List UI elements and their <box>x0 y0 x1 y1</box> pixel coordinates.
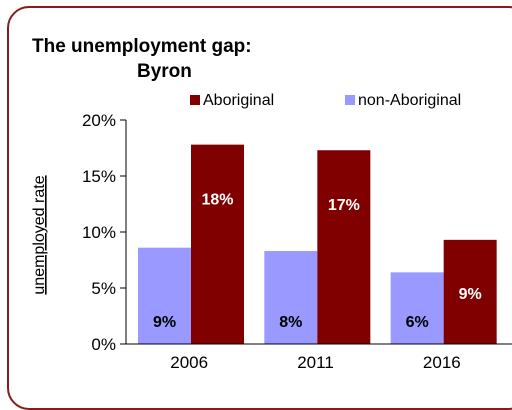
y-tick-label: 10% <box>82 223 116 242</box>
x-tick-label: 2006 <box>170 353 208 369</box>
data-label: 8% <box>279 314 302 331</box>
chart-subtitle: Byron <box>137 61 192 82</box>
legend-swatch <box>190 95 200 105</box>
x-axis: 2006 2011 2016 <box>126 343 512 369</box>
bar <box>138 247 191 344</box>
legend-label: non-Aboriginal <box>358 92 461 109</box>
data-label: 6% <box>406 314 429 331</box>
x-tick-label: 2016 <box>423 353 461 369</box>
bar-chart: Aboriginal non-Aboriginal 0% 5% 10% 15% 20% 9… <box>31 92 512 369</box>
chart-title: The unemployment gap: <box>32 36 252 57</box>
bars: 9% 18% 8% 17% 6% 9% <box>138 144 497 344</box>
bar <box>443 239 497 344</box>
bar <box>317 150 371 344</box>
legend-label: Aboriginal <box>203 92 274 109</box>
y-axis-label: unemployed rate <box>31 175 48 294</box>
data-label: 9% <box>459 286 482 303</box>
bar <box>191 144 244 344</box>
bar <box>390 272 444 344</box>
y-tick-label: 20% <box>82 111 116 130</box>
y-tick-label: 0% <box>91 335 116 354</box>
bar <box>264 251 318 344</box>
x-tick-label: 2011 <box>297 353 334 369</box>
data-label: 18% <box>201 192 233 209</box>
data-label: 17% <box>328 197 360 214</box>
legend-swatch <box>345 95 355 105</box>
y-tick-label: 15% <box>82 167 116 186</box>
y-tick-label: 5% <box>91 279 116 298</box>
y-axis: 0% 5% 10% 15% 20% <box>82 111 127 354</box>
data-label: 9% <box>153 314 176 331</box>
legend: Aboriginal non-Aboriginal <box>190 92 461 109</box>
